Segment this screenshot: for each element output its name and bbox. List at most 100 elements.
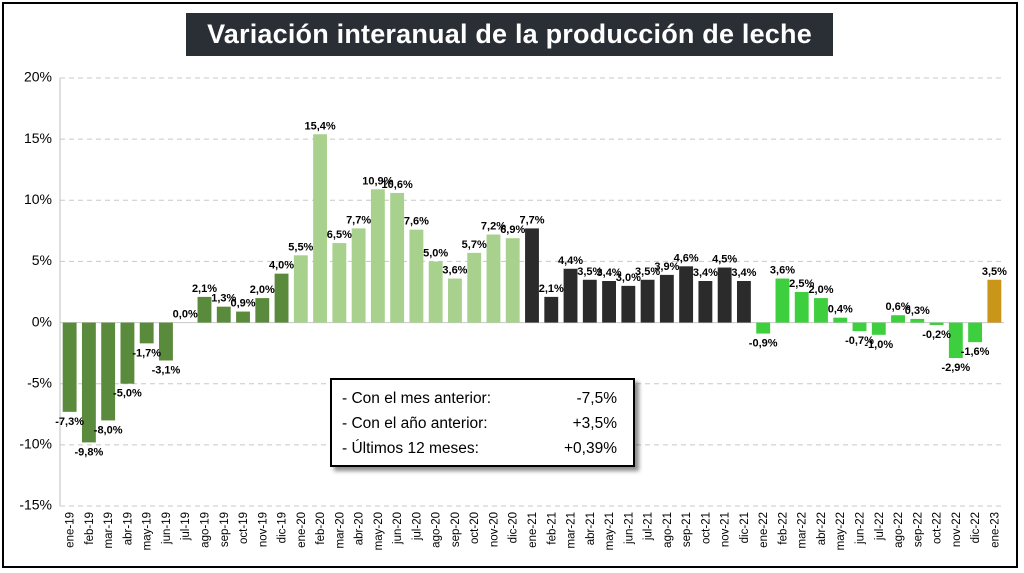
bar xyxy=(139,322,154,344)
x-tick-label: ago-21 xyxy=(662,512,674,548)
bar xyxy=(679,266,694,323)
data-label: -2,9% xyxy=(941,362,970,374)
data-label: 2,1% xyxy=(539,283,564,295)
summary-box: - Con el mes anterior: -7,5% - Con el añ… xyxy=(330,378,635,467)
data-label: 15,4% xyxy=(304,120,335,132)
bars xyxy=(62,134,1002,443)
data-label: 2,0% xyxy=(808,284,833,296)
bar xyxy=(814,298,828,323)
bar xyxy=(659,274,674,323)
x-tick-label: ene-20 xyxy=(296,512,308,548)
data-label: 7,7% xyxy=(346,214,371,226)
x-tick-label: may-20 xyxy=(373,512,385,550)
bar xyxy=(62,322,77,412)
bar xyxy=(448,278,462,323)
x-tick-label: ene-21 xyxy=(527,512,539,548)
data-label: 4,6% xyxy=(674,252,699,264)
x-tick-label: jun-20 xyxy=(392,512,404,545)
data-label: -1,0% xyxy=(864,339,893,351)
bar xyxy=(467,252,482,323)
bar xyxy=(582,279,597,323)
y-tick-label: 10% xyxy=(24,191,52,207)
x-tick-label: oct-21 xyxy=(700,512,712,544)
data-label: 3,9% xyxy=(654,261,679,273)
x-tick-label: ago-19 xyxy=(199,512,211,548)
bar xyxy=(794,292,809,323)
data-label: -5,0% xyxy=(113,388,142,400)
bar xyxy=(640,279,655,323)
x-tick-label: jun-19 xyxy=(161,512,173,545)
data-label: 6,9% xyxy=(500,224,525,236)
data-label: 3,0% xyxy=(616,272,641,284)
bar xyxy=(736,280,751,323)
data-label: 3,5% xyxy=(635,266,660,278)
summary-row: - Con el mes anterior: -7,5% xyxy=(342,386,623,411)
x-tick-label: sep-21 xyxy=(681,512,693,547)
bar xyxy=(255,298,270,323)
x-tick-label: feb-19 xyxy=(84,512,96,545)
data-label: 3,4% xyxy=(731,267,756,279)
x-tick-label: dic-19 xyxy=(277,512,289,543)
summary-row: - Con el año anterior: +3,5% xyxy=(342,411,623,436)
bar xyxy=(717,267,732,323)
bar xyxy=(948,322,963,359)
y-tick-label: -10% xyxy=(19,436,52,452)
data-label: 2,0% xyxy=(250,284,275,296)
bar xyxy=(987,279,1002,323)
data-label: 5,0% xyxy=(423,247,448,259)
bar xyxy=(910,318,925,323)
x-tick-label: sep-20 xyxy=(450,512,462,547)
data-label: -7,3% xyxy=(55,416,84,428)
x-tick-label: mar-22 xyxy=(797,512,809,548)
summary-label: - Con el mes anterior: xyxy=(342,389,492,407)
data-label: 3,6% xyxy=(442,265,467,277)
bar xyxy=(293,255,308,323)
x-tick-label: may-19 xyxy=(142,512,154,550)
bar xyxy=(968,322,983,343)
summary-label: - Últimos 12 meses: xyxy=(342,439,479,457)
chart-title: Variación interanual de la producción de… xyxy=(186,13,833,56)
x-tick-label: dic-20 xyxy=(508,512,520,543)
data-label: 4,4% xyxy=(558,255,583,267)
bar xyxy=(852,322,867,332)
x-tick-label: ago-22 xyxy=(893,512,905,548)
bar xyxy=(756,322,771,334)
x-tick-label: may-22 xyxy=(835,512,847,550)
bar xyxy=(602,280,616,323)
bar xyxy=(120,322,135,384)
bar xyxy=(236,311,250,323)
bar xyxy=(216,306,231,323)
data-label: 10,9% xyxy=(362,175,393,187)
x-tick-label: dic-21 xyxy=(739,512,751,543)
bar xyxy=(525,228,539,323)
bar xyxy=(833,317,848,323)
x-tick-label: ene-22 xyxy=(758,512,770,548)
y-tick-label: -15% xyxy=(19,497,52,513)
x-axis: ene-19 feb-19 mar-19 abr-19 may-19 jun-19 jul-… xyxy=(65,512,1002,550)
x-tick-label: abr-21 xyxy=(585,512,597,545)
y-tick-label: 5% xyxy=(32,252,52,268)
x-tick-label: mar-21 xyxy=(566,512,578,548)
bar xyxy=(351,228,366,323)
data-label: -1,7% xyxy=(132,347,161,359)
bar xyxy=(428,261,443,323)
y-tick-label: 0% xyxy=(32,313,52,329)
y-tick-label: 15% xyxy=(24,130,52,146)
x-tick-label: jul-21 xyxy=(643,512,655,541)
bar xyxy=(274,273,289,323)
data-label: -0,7% xyxy=(845,335,874,347)
bar xyxy=(544,296,559,323)
bar xyxy=(313,134,328,323)
bar xyxy=(929,322,944,326)
data-label: 5,7% xyxy=(462,239,487,251)
bar xyxy=(891,315,905,323)
y-tick-label: -5% xyxy=(27,374,52,390)
bar xyxy=(332,243,347,323)
x-tick-label: feb-21 xyxy=(546,512,558,545)
x-tick-label: nov-21 xyxy=(720,512,732,547)
data-label: 2,1% xyxy=(192,283,217,295)
data-label: 10,6% xyxy=(382,179,413,191)
data-label: 3,6% xyxy=(770,265,795,277)
data-label: 1,3% xyxy=(211,293,236,305)
